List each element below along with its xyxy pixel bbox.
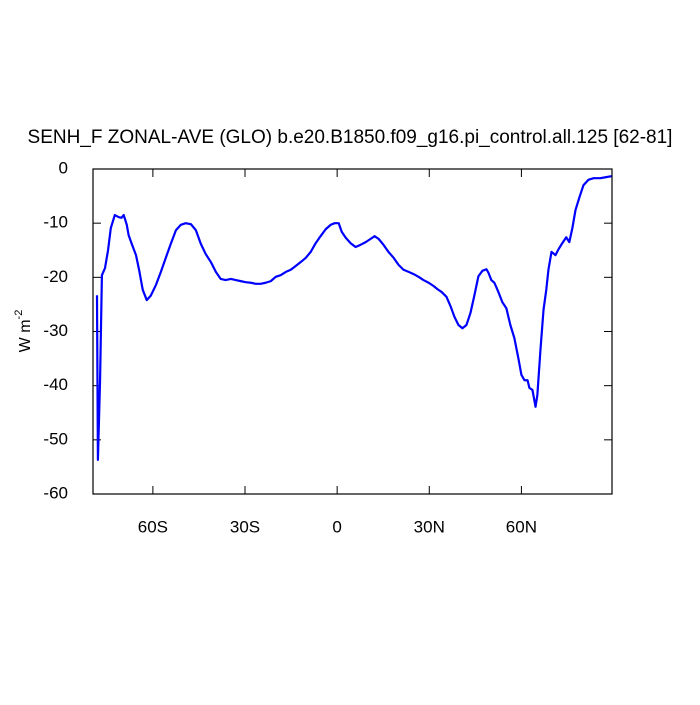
x-tick-label: 60S (138, 517, 168, 536)
y-axis-label: W m-2 (13, 310, 34, 353)
y-tick-label: -30 (43, 321, 68, 340)
x-tick-label: 0 (332, 517, 341, 536)
y-tick-label: 0 (59, 158, 68, 177)
y-tick-label: -20 (43, 267, 68, 286)
y-axis-label-exponent: -2 (13, 310, 25, 320)
y-axis-label-text: W m (17, 319, 34, 352)
y-tick-label: -60 (43, 483, 68, 502)
y-tick-label: -40 (43, 375, 68, 394)
x-tick-label: 30N (414, 517, 445, 536)
x-tick-label: 60N (506, 517, 537, 536)
x-tick-label: 30S (230, 517, 260, 536)
data-line (95, 174, 613, 461)
y-tick-label: -10 (43, 213, 68, 232)
chart-title: SENH_F ZONAL-AVE (GLO) b.e20.B1850.f09_g… (28, 127, 673, 148)
plot-frame (92, 168, 613, 495)
y-tick-label: -50 (43, 429, 68, 448)
